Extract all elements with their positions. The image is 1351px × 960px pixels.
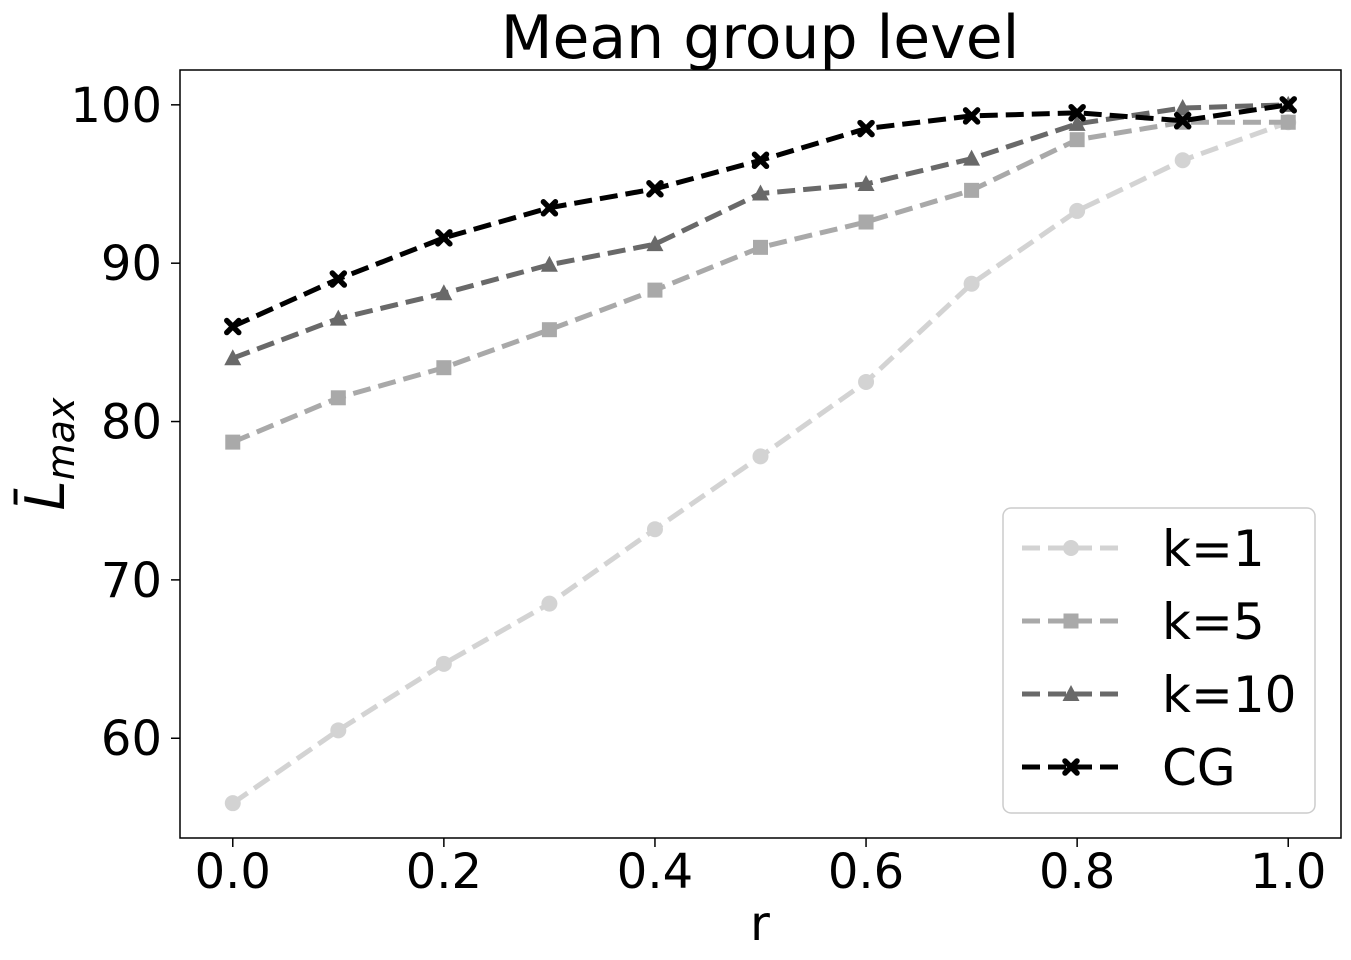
legend: k=1 k=5 k=10 CG (1002, 507, 1316, 814)
data-point (435, 655, 452, 672)
legend-marker (1062, 685, 1080, 701)
x-tick-label: 0.4 (617, 844, 693, 900)
x-tick-label: 1.0 (1250, 844, 1326, 900)
data-point (1069, 202, 1086, 219)
svg-text:L̄max: L̄max (14, 397, 83, 510)
data-point (962, 107, 981, 125)
legend-marker (1063, 613, 1079, 629)
x-tick-label: 0.8 (1039, 844, 1115, 900)
data-point (224, 349, 242, 366)
data-point (1068, 114, 1086, 131)
data-point (330, 390, 346, 406)
data-point (751, 151, 770, 170)
data-point (1069, 132, 1085, 148)
x-axis-label: r (750, 896, 770, 952)
legend-label: k=1 (1162, 520, 1265, 578)
data-point (857, 119, 875, 138)
data-point (224, 795, 241, 812)
data-point (646, 180, 664, 198)
series-1 (224, 114, 1297, 812)
data-point (225, 434, 241, 450)
data-point (753, 239, 768, 255)
x-axis-ticks: 0.0 0.2 0.4 0.6 0.8 1.0 (195, 838, 1326, 900)
series-4 (224, 96, 1297, 336)
y-tick-label: 80 (101, 395, 162, 451)
data-point (330, 722, 347, 739)
data-point (541, 322, 557, 338)
legend-entry: CG (1022, 739, 1236, 797)
data-point (858, 373, 875, 390)
data-point (540, 255, 558, 272)
y-tick-label: 100 (70, 78, 162, 134)
x-tick-label: 0.2 (406, 844, 482, 900)
legend-entry: k=1 (1022, 520, 1265, 578)
y-axis-label-main: L̄ (14, 480, 77, 510)
y-axis-label: L̄max (14, 397, 83, 510)
y-axis-ticks: 60 70 80 90 100 (70, 78, 180, 767)
data-point (752, 184, 769, 201)
data-point (329, 309, 347, 326)
data-point (224, 317, 242, 336)
x-tick-label: 0.0 (195, 844, 271, 900)
y-tick-label: 60 (101, 711, 162, 767)
data-point (963, 275, 980, 292)
data-point (436, 360, 452, 376)
y-tick-label: 70 (101, 553, 162, 609)
data-point (1174, 152, 1191, 169)
data-point (646, 521, 663, 538)
legend-marker (1062, 758, 1080, 776)
data-point (1280, 114, 1296, 130)
data-point (964, 182, 980, 198)
x-tick-label: 0.6 (828, 844, 904, 900)
y-axis-label-subscript: max (39, 397, 83, 480)
series-line (231, 102, 1289, 361)
data-point (963, 149, 981, 166)
data-point (329, 270, 348, 288)
data-point (435, 229, 453, 247)
series-2 (225, 114, 1296, 450)
data-point (1279, 96, 1297, 114)
data-point (646, 235, 664, 252)
legend-marker (1063, 540, 1079, 556)
series-3 (224, 95, 1297, 366)
chart-title: Mean group level (501, 3, 1020, 73)
data-point (858, 214, 874, 230)
data-point (857, 175, 875, 192)
series-layer (224, 95, 1297, 812)
legend-label: k=10 (1162, 666, 1296, 724)
legend-label: CG (1162, 739, 1236, 797)
plot-area-frame (179, 69, 1342, 839)
data-point (1068, 104, 1086, 122)
legend-label: k=5 (1162, 593, 1265, 651)
series-line (231, 119, 1289, 445)
series-line (231, 102, 1289, 329)
data-point (541, 595, 558, 612)
data-point (1174, 99, 1192, 116)
data-point (435, 284, 453, 301)
data-point (647, 282, 663, 298)
y-tick-label: 90 (101, 236, 162, 292)
data-point (1173, 111, 1192, 130)
legend-box (1002, 507, 1316, 814)
data-point (752, 448, 769, 465)
legend-entry: k=10 (1022, 666, 1296, 724)
legend-entry: k=5 (1022, 593, 1265, 651)
data-point (540, 199, 559, 217)
